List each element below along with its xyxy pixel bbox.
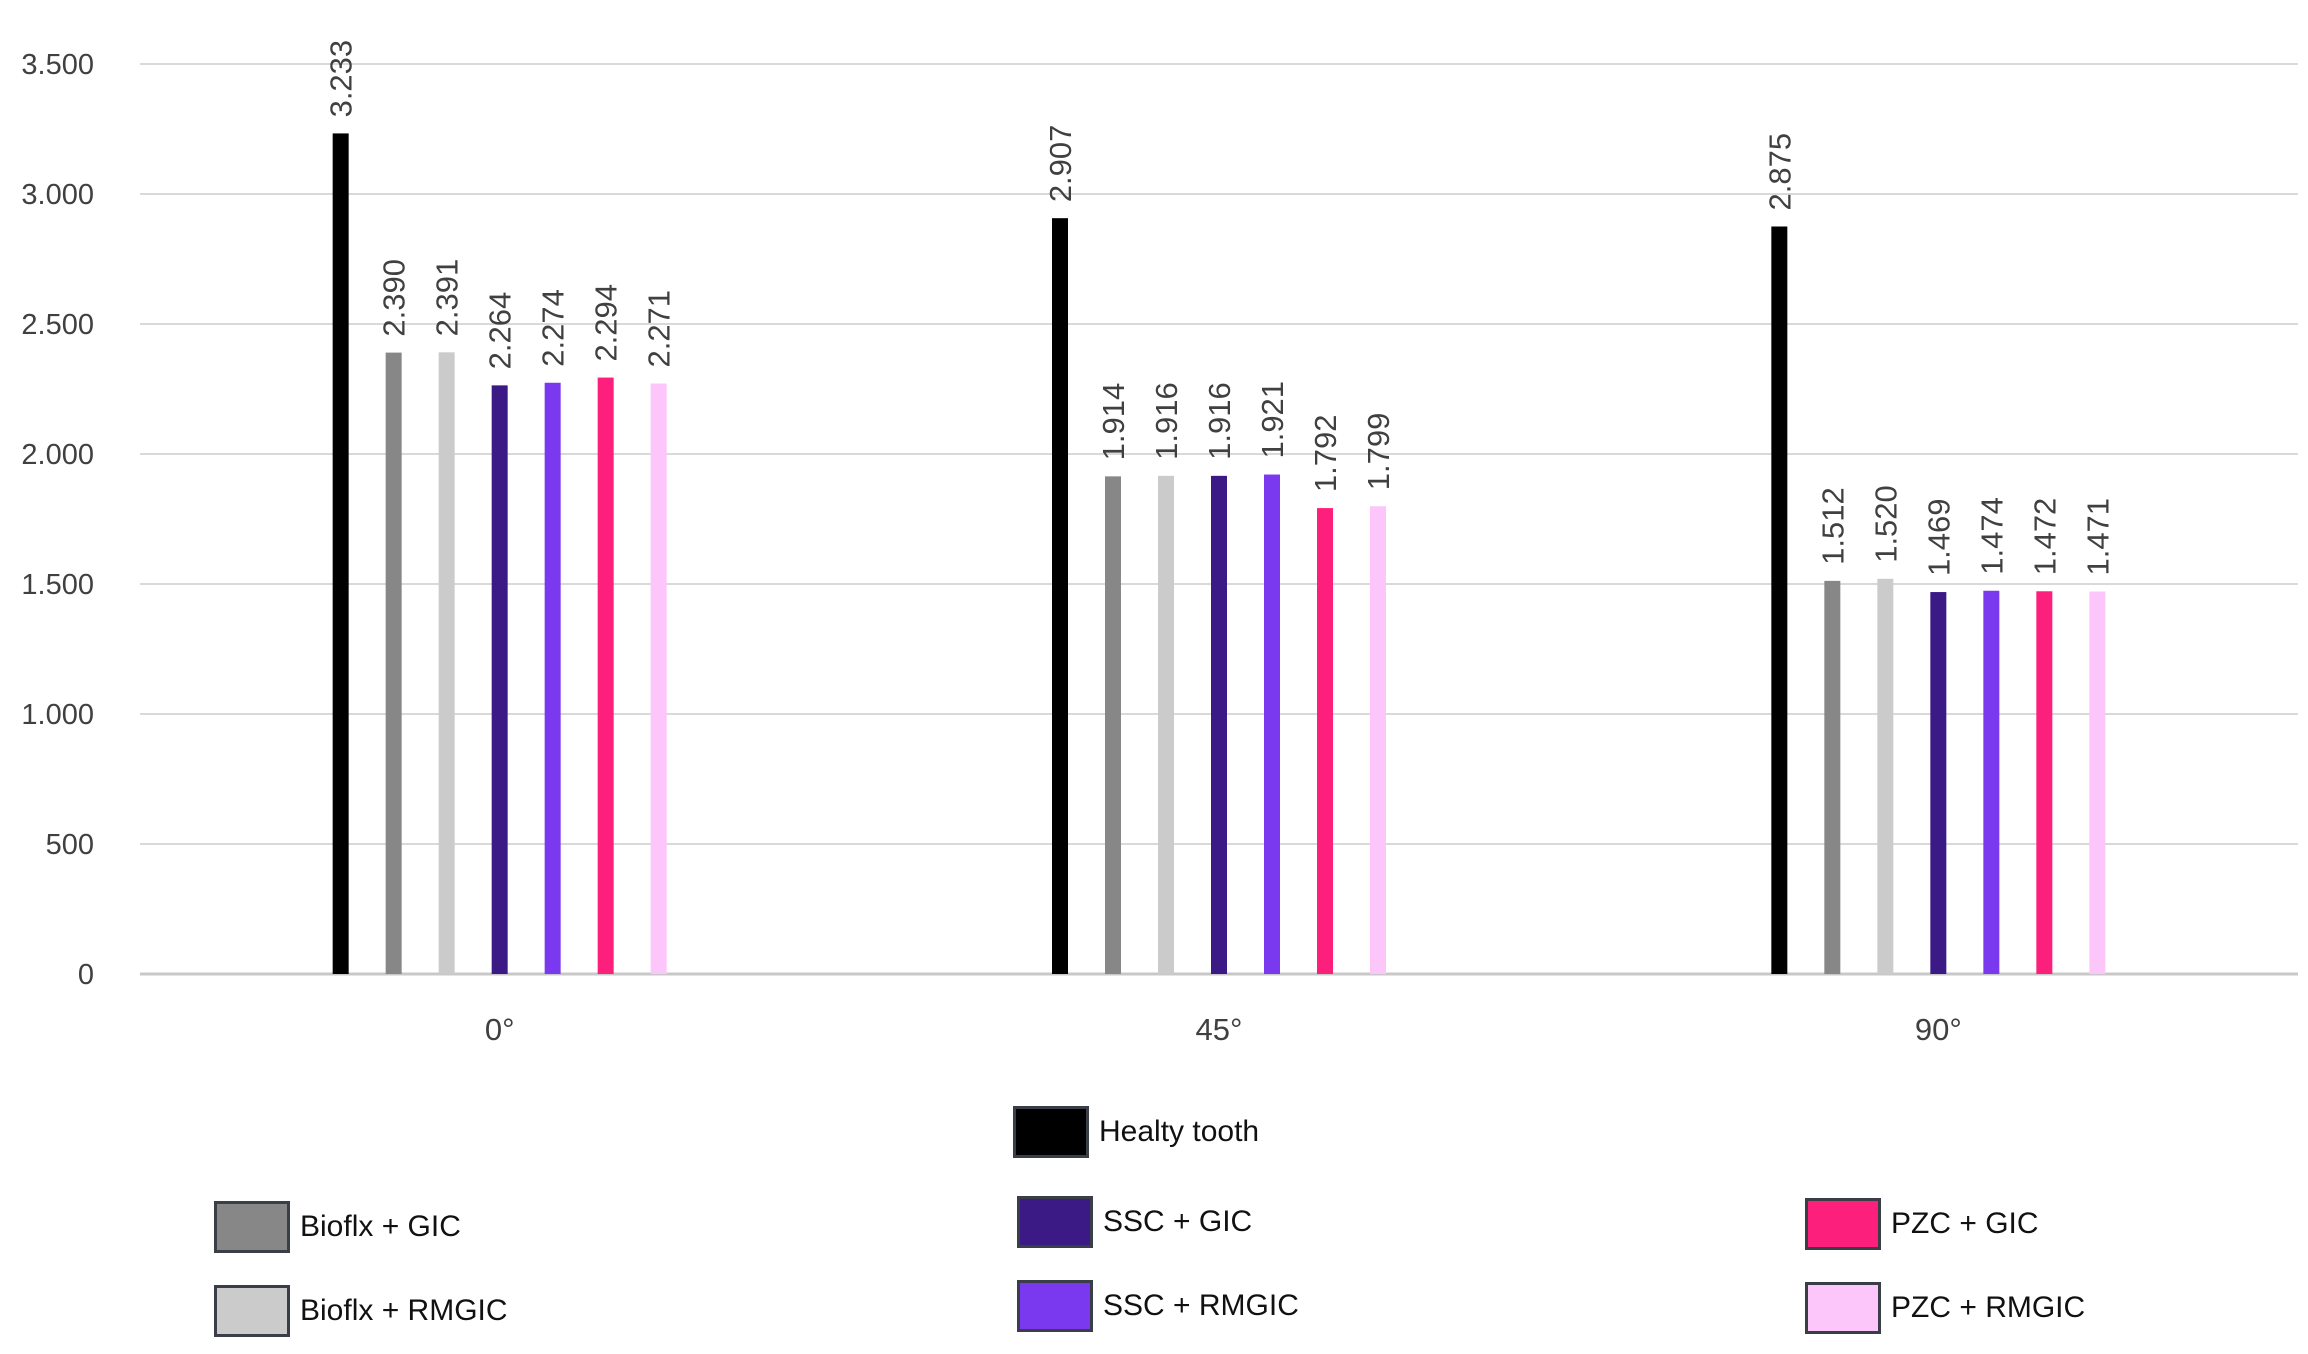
legend-swatch-ssc-gic [1017,1196,1093,1248]
legend-item-ssc-rmgic: SSC + RMGIC [1017,1280,1299,1332]
legend-swatch-healty-tooth [1013,1106,1089,1158]
bar [544,382,561,974]
data-label: 2.271 [642,290,677,368]
legend-swatch-bioflx-rmgic [214,1285,290,1337]
legend-label-ssc-rmgic: SSC + RMGIC [1103,1289,1299,1322]
y-tick-label: 3.000 [21,179,94,211]
bar [332,133,349,975]
bar [1877,578,1894,974]
data-label: 1.520 [1868,485,1903,563]
data-label: 1.471 [2080,498,2115,576]
bar [597,377,614,974]
data-label: 2.390 [377,259,412,337]
data-label: 1.474 [1974,497,2009,575]
data-label: 1.472 [2027,498,2062,576]
bar [1052,218,1068,974]
data-label: 1.469 [1921,498,1956,576]
bar [1105,476,1121,974]
bar [438,352,455,975]
legend-item-bioflx-gic: Bioflx + GIC [214,1201,461,1253]
data-label: 2.907 [1043,125,1078,203]
bar [1983,590,2000,974]
bar [1317,508,1333,974]
x-axis-categories: 0° 45° 90° [485,1012,1962,1047]
x-category-label: 0° [485,1012,515,1047]
legend-item-healty-tooth: Healty tooth [1013,1106,1259,1158]
bar [1264,474,1280,974]
y-tick-label: 0 [78,959,94,991]
legend-swatch-bioflx-gic [214,1201,290,1253]
bar [1158,475,1174,974]
legend-label-bioflx-gic: Bioflx + GIC [300,1210,461,1243]
legend-item-pzc-rmgic: PZC + RMGIC [1805,1282,2085,1334]
bar [1771,226,1788,974]
bar [385,352,402,975]
y-tick-label: 500 [46,829,94,861]
legend-label-pzc-gic: PZC + GIC [1891,1207,2039,1240]
bar [2089,591,2106,974]
x-category-label: 45° [1196,1012,1243,1047]
legend-label-ssc-gic: SSC + GIC [1103,1205,1253,1238]
x-category-label: 90° [1915,1012,1962,1047]
legend-swatch-pzc-rmgic [1805,1282,1881,1334]
data-label: 1.512 [1815,487,1850,565]
legend-swatch-pzc-gic [1805,1198,1881,1250]
data-label: 2.294 [589,284,624,362]
y-tick-label: 3.500 [21,49,94,81]
bars [332,133,2106,975]
data-label: 2.264 [483,292,518,370]
y-tick-label: 2.000 [21,439,94,471]
data-label: 2.391 [430,259,465,337]
y-tick-label: 2.500 [21,309,94,341]
legend-swatch-ssc-rmgic [1017,1280,1093,1332]
data-label: 1.916 [1149,382,1184,460]
data-label: 1.914 [1096,383,1131,461]
data-label: 3.233 [324,40,359,118]
y-axis-ticks: 0 500 1.000 1.500 2.000 2.500 3.000 3.500 [21,49,94,991]
bar [650,383,667,974]
bar [1370,506,1386,974]
data-label: 1.921 [1255,381,1290,459]
data-labels: 3.233 2.390 2.391 2.264 2.274 2.294 2.271 2.907… [324,40,2116,576]
bar [1824,580,1841,974]
legend-item-ssc-gic: SSC + GIC [1017,1196,1252,1248]
bar [1211,475,1227,974]
legend-label-bioflx-rmgic: Bioflx + RMGIC [300,1294,508,1327]
data-label: 1.799 [1361,413,1396,491]
data-label: 2.274 [536,289,571,367]
bar [1930,592,1947,974]
bar [2036,591,2053,974]
data-label: 2.875 [1762,133,1797,211]
y-tick-label: 1.500 [21,569,94,601]
data-label: 1.916 [1202,382,1237,460]
y-tick-label: 1.000 [21,699,94,731]
bar [491,385,508,974]
legend-label-healty-tooth: Healty tooth [1099,1115,1260,1148]
legend-label-pzc-rmgic: PZC + RMGIC [1891,1291,2086,1324]
legend-item-bioflx-rmgic: Bioflx + RMGIC [214,1285,508,1337]
legend-item-pzc-gic: PZC + GIC [1805,1198,2039,1250]
data-label: 1.792 [1308,415,1343,493]
